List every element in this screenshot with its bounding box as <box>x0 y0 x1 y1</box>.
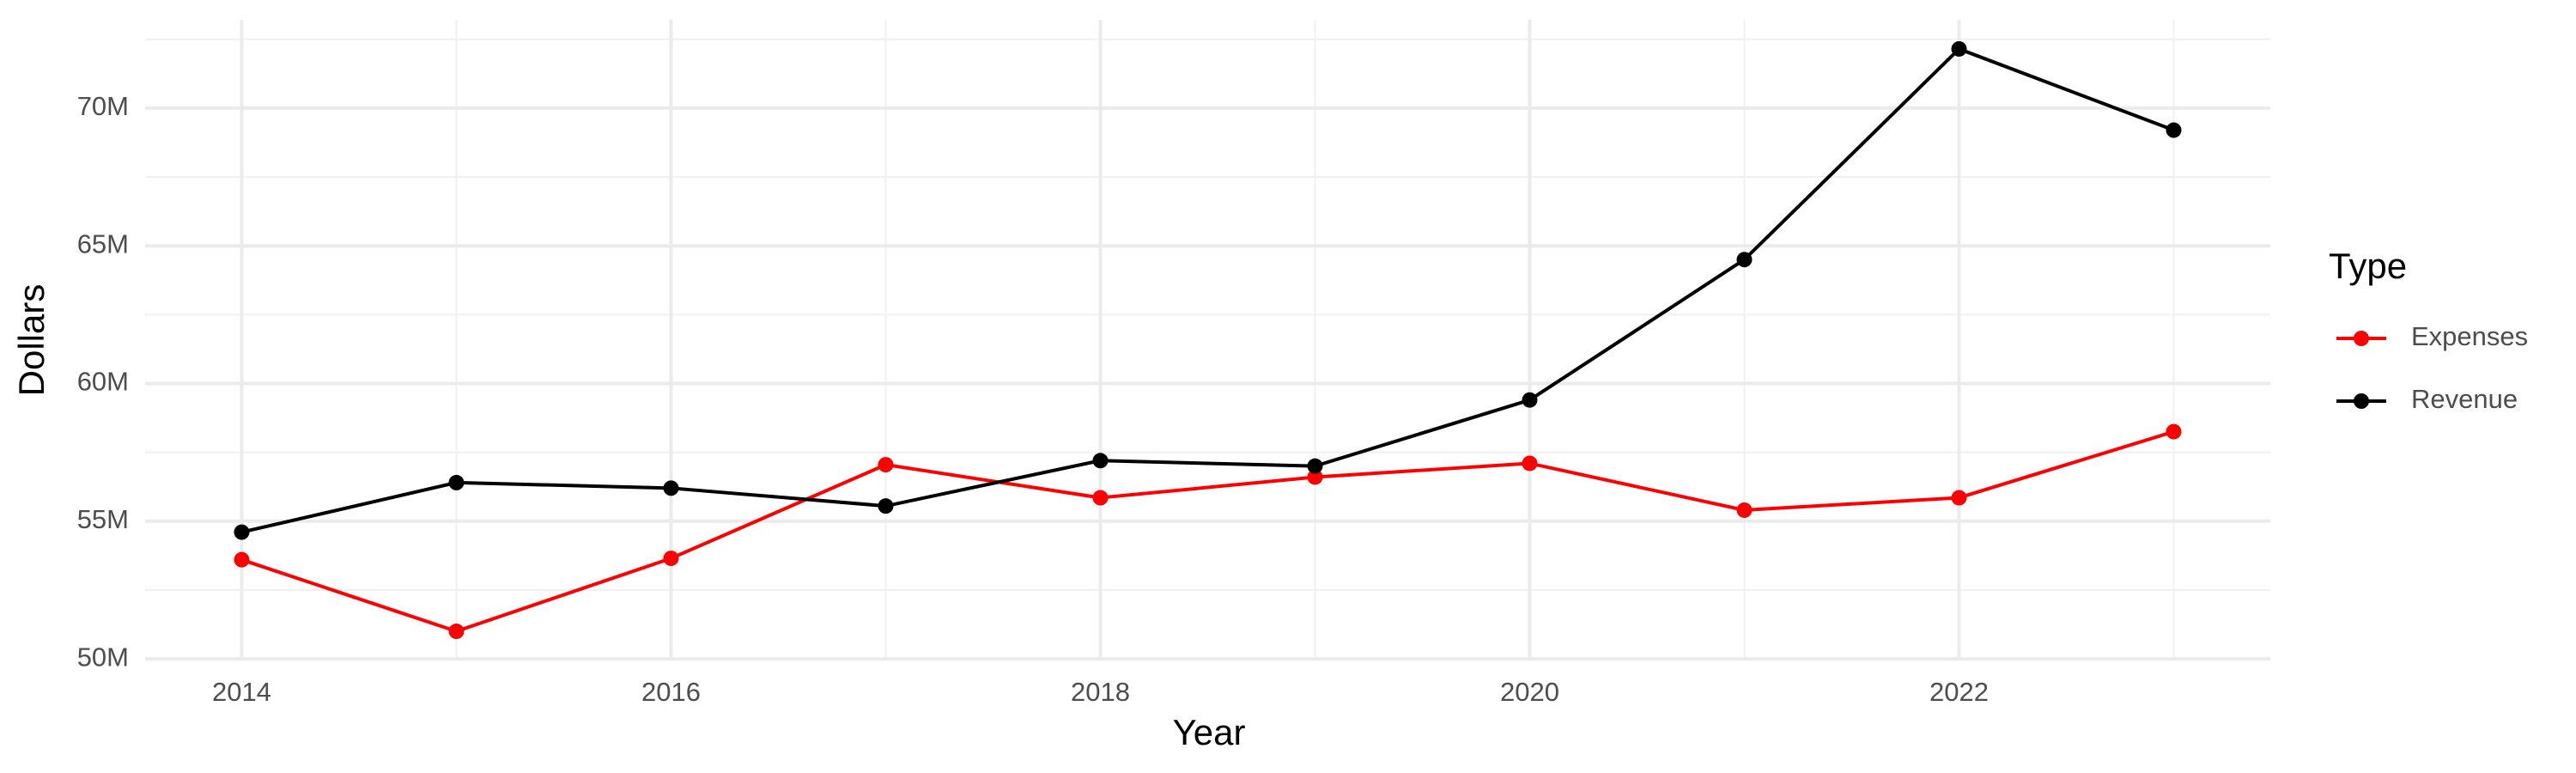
y-tick-label: 55M <box>77 504 129 534</box>
data-point <box>2166 122 2182 138</box>
x-tick-label: 2018 <box>1071 677 1130 707</box>
data-point <box>2166 423 2182 440</box>
y-tick-label: 65M <box>77 228 129 259</box>
series-line <box>241 46 2175 534</box>
data-point <box>1522 455 1538 472</box>
data-point <box>1307 458 1323 474</box>
data-point <box>234 551 250 568</box>
x-tick-label: 2020 <box>1500 677 1559 707</box>
y-tick-label: 50M <box>77 642 129 672</box>
data-point <box>663 551 679 567</box>
x-tick-label: 2016 <box>641 677 701 707</box>
y-tick-label: 60M <box>77 367 129 397</box>
legend-key-point <box>2354 393 2369 409</box>
y-axis-title: Dollars <box>11 284 52 397</box>
data-point <box>1307 469 1323 485</box>
data-point <box>1736 502 1753 518</box>
data-point <box>448 474 465 490</box>
legend-key-point <box>2354 331 2369 346</box>
data-point <box>1092 453 1109 469</box>
data-point <box>234 524 250 540</box>
y-tick-label: 70M <box>77 91 129 121</box>
data-point <box>878 457 894 473</box>
data-point <box>1951 40 1967 57</box>
legend-title: Type <box>2329 246 2407 286</box>
data-point <box>1736 252 1753 268</box>
legend-label: Expenses <box>2411 321 2528 351</box>
data-point <box>1522 392 1538 408</box>
data-point <box>1951 490 1967 506</box>
series-line <box>240 429 2175 634</box>
x-tick-label: 2022 <box>1929 677 1989 707</box>
data-point <box>1092 490 1109 506</box>
data-point <box>878 498 894 514</box>
data-point <box>663 480 679 496</box>
x-tick-label: 2014 <box>212 677 271 707</box>
x-axis-title: Year <box>1173 712 1246 752</box>
legend-label: Revenue <box>2411 384 2518 414</box>
data-point <box>448 624 465 640</box>
